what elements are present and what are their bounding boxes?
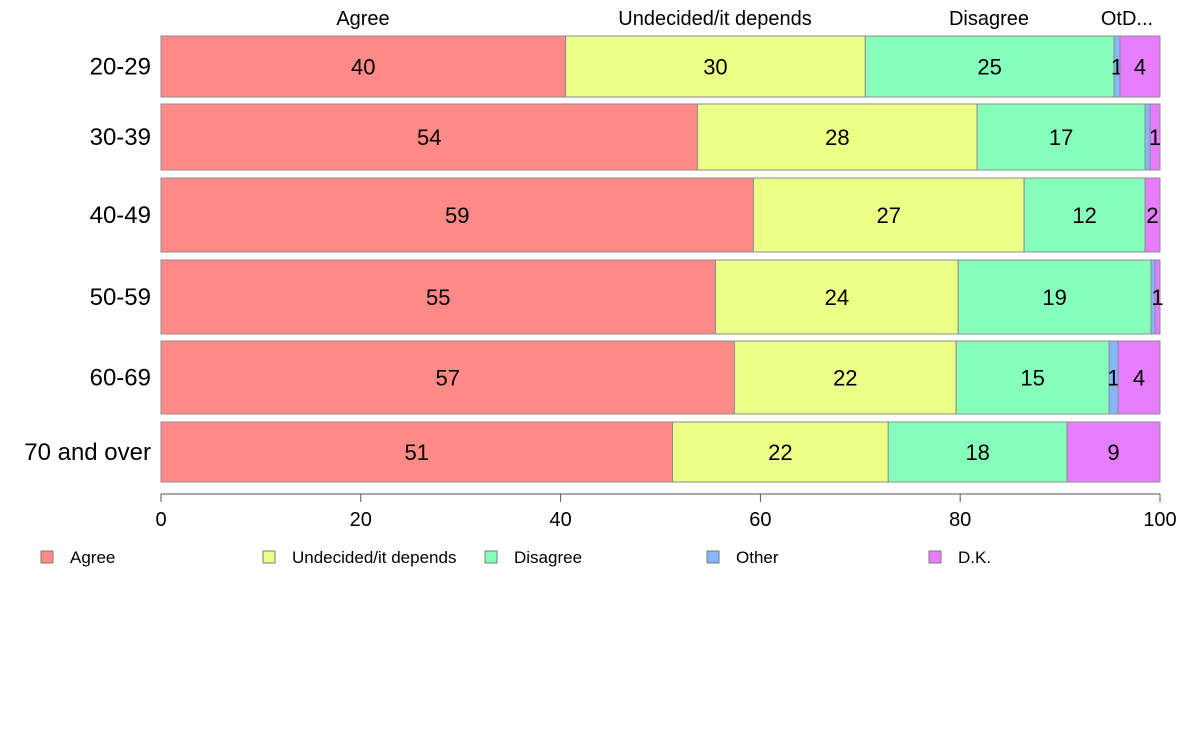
category-label: 70 and over [24,439,151,466]
bar-agree-20-29 [160,35,567,98]
x-tick-label: 80 [949,509,971,531]
top-label: Disagree [949,8,1029,30]
data-label-agree-40-49: 59 [445,203,469,228]
bars: 40 30 25 1 454 28 17 159 27 12 255 24 19 157 22 15 1 451 2… [160,35,1164,483]
bar-undecided-it-depends-60-69 [733,340,957,415]
x-tick-label: 20 [350,509,372,531]
data-label-d-k-70-and-over: 9 [1107,440,1119,465]
legend: Agree Undecided/it depends Disagree Other D.… [40,548,991,567]
legend-swatch-agree [40,550,54,564]
top-label: OtD... [1101,8,1153,30]
bar-d-k-20-29 [1119,35,1161,98]
category-label: 50-59 [90,284,151,311]
data-label-agree-60-69: 57 [435,366,459,391]
bar-d-k-60-69 [1117,340,1161,415]
bar-disagree-60-69 [955,340,1110,415]
data-label-agree-70-and-over: 51 [405,440,429,465]
bar-agree-30-39 [160,103,698,171]
bar-d-k-50-59 [1154,259,1161,335]
x-tick-label: 60 [749,509,771,531]
bar-agree-40-49 [160,177,754,253]
bar-disagree-30-39 [976,103,1146,171]
category-label: 60-69 [90,365,151,392]
legend-swatch-d-k [928,550,942,564]
bar-d-k-70-and-over [1066,421,1161,483]
category-label: 20-29 [90,54,151,81]
data-label-d-k-20-29: 4 [1134,55,1146,80]
bar-agree-60-69 [160,340,735,415]
category-label: 30-39 [90,124,151,151]
x-tick-label: 40 [549,509,571,531]
bar-agree-50-59 [160,259,716,335]
x-tick-label: 100 [1143,509,1176,531]
top-labels: Agree Undecided/it depends Disagree OtD... [336,8,1153,30]
legend-label-undecided-it-depends: Undecided/it depends [292,548,456,567]
x-axis: 0 20 40 60 80 100 [155,493,1177,531]
data-label-undecided-it-depends-50-59: 24 [825,285,849,310]
data-label-undecided-it-depends-70-and-over: 22 [768,440,792,465]
data-label-d-k-40-49: 2 [1146,203,1158,228]
data-label-d-k-50-59: 1 [1151,285,1163,310]
category-label: 40-49 [90,202,151,229]
top-label: Agree [336,8,389,30]
data-label-disagree-40-49: 12 [1072,203,1096,228]
legend-label-d-k: D.K. [958,548,991,567]
data-label-disagree-30-39: 17 [1049,125,1073,150]
data-label-undecided-it-depends-20-29: 30 [703,55,727,80]
data-label-undecided-it-depends-30-39: 28 [825,125,849,150]
legend-swatch-disagree [484,550,498,564]
bar-d-k-40-49 [1144,177,1161,253]
bar-undecided-it-depends-70-and-over [671,421,889,483]
data-label-agree-50-59: 55 [426,285,450,310]
data-label-disagree-50-59: 19 [1042,285,1066,310]
data-label-other-60-69: 1 [1107,366,1119,391]
legend-label-disagree: Disagree [514,548,582,567]
bar-agree-70-and-over [160,421,673,483]
data-label-disagree-60-69: 15 [1020,366,1044,391]
bar-undecided-it-depends-30-39 [696,103,978,171]
legend-label-agree: Agree [70,548,115,567]
bar-disagree-70-and-over [887,421,1068,483]
data-label-d-k-30-39: 1 [1149,125,1161,150]
data-label-agree-30-39: 54 [417,125,441,150]
category-labels: 20-29 30-39 40-49 50-59 60-69 70 and over [24,54,151,467]
bar-disagree-40-49 [1023,177,1146,253]
bar-undecided-it-depends-50-59 [714,259,959,335]
data-label-d-k-60-69: 4 [1133,366,1145,391]
bar-disagree-50-59 [957,259,1152,335]
data-label-undecided-it-depends-60-69: 22 [833,366,857,391]
data-label-disagree-20-29: 25 [977,55,1001,80]
bar-undecided-it-depends-20-29 [565,35,866,98]
bar-disagree-20-29 [864,35,1115,98]
legend-swatch-undecided-it-depends [262,550,276,564]
data-label-disagree-70-and-over: 18 [965,440,989,465]
x-tick-label: 0 [155,509,166,531]
legend-label-other: Other [736,548,779,567]
data-label-agree-20-29: 40 [351,55,375,80]
legend-swatch-other [706,550,720,564]
data-label-undecided-it-depends-40-49: 27 [877,203,901,228]
bar-d-k-30-39 [1149,103,1161,171]
top-label: Undecided/it depends [618,8,811,30]
